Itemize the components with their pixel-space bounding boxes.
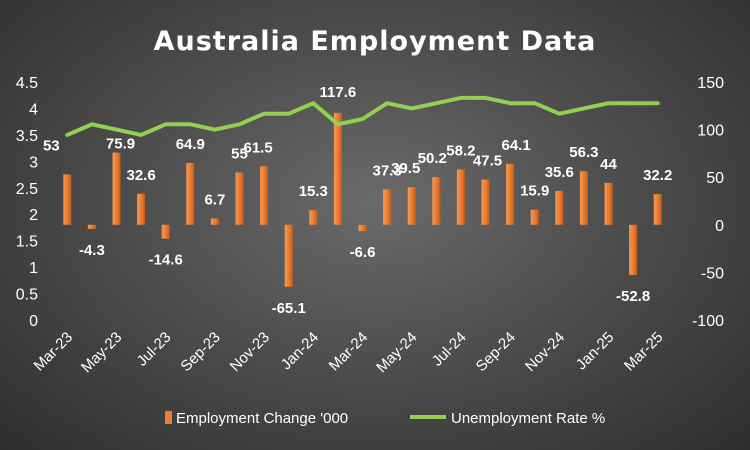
bar (506, 163, 515, 225)
left-tick-label: 2.5 (16, 181, 38, 198)
right-tick-label: -50 (701, 265, 724, 282)
bar (112, 152, 121, 225)
left-tick-label: 1.5 (16, 234, 38, 251)
x-tick-label: Jan-24 (278, 329, 322, 373)
bar-series (63, 112, 662, 287)
right-axis: -100 -50 0 50 100 150 (692, 75, 724, 330)
bar (309, 210, 318, 225)
bar (481, 179, 490, 225)
bar-data-label: -14.6 (149, 252, 183, 269)
bar (137, 193, 146, 225)
x-tick-label: Jul-24 (429, 329, 470, 370)
bar (284, 224, 293, 287)
right-tick-label: 0 (715, 218, 724, 235)
x-axis: Mar-23 May-23 Jul-23 Sep-23 Nov-23 Jan-24 Mar-… (31, 329, 667, 376)
bar-data-label: 47.5 (473, 153, 502, 170)
legend-label-bar: Employment Change '000 (176, 410, 348, 427)
x-tick-label: May-24 (373, 329, 420, 376)
bar (383, 189, 392, 225)
left-axis: 0 0.5 1 1.5 2 2.5 3 3.5 4 4.5 (16, 75, 38, 330)
bar (63, 174, 72, 225)
x-tick-label: May-23 (78, 329, 125, 376)
bar-data-label: 64.1 (501, 137, 530, 154)
bar (186, 163, 195, 225)
legend: Employment Change '000 Unemployment Rate… (165, 410, 605, 427)
left-tick-label: 4.5 (16, 75, 38, 92)
chart-title: Australia Employment Data (154, 26, 597, 57)
bar (530, 209, 539, 225)
bar (235, 172, 244, 225)
x-tick-label: Sep-23 (178, 329, 224, 375)
bar-data-label: -65.1 (272, 300, 306, 317)
line-series (65, 95, 660, 137)
bar (456, 169, 465, 225)
bar (629, 224, 638, 276)
bar (260, 166, 269, 225)
bar (358, 224, 367, 232)
bar-data-label: -6.6 (350, 244, 376, 261)
x-tick-label: Nov-24 (522, 329, 568, 375)
x-tick-label: Sep-24 (473, 329, 519, 375)
legend-swatch-bar (165, 411, 172, 424)
right-tick-label: -100 (692, 313, 724, 330)
bar (604, 182, 613, 225)
left-tick-label: 0 (29, 313, 38, 330)
bar-data-label: 35.6 (545, 164, 574, 181)
bar-data-label: -4.3 (79, 242, 105, 259)
x-tick-label: Nov-23 (227, 329, 273, 375)
bar-data-label: 64.9 (176, 136, 205, 153)
bar-data-label: 32.6 (126, 167, 155, 184)
right-tick-label: 100 (697, 123, 724, 140)
bar-data-label: 117.6 (320, 84, 357, 101)
left-tick-label: 2 (29, 207, 38, 224)
right-tick-label: 50 (706, 170, 724, 187)
x-tick-label: Mar-25 (621, 329, 667, 375)
bar (210, 218, 219, 225)
bar-data-label: -52.8 (616, 288, 650, 305)
bar-data-label: 56.3 (569, 144, 598, 161)
bar-data-label: 61.5 (243, 139, 272, 156)
bar (333, 112, 342, 225)
bar (579, 171, 588, 225)
left-tick-label: 1 (29, 260, 38, 277)
bar-data-label: 6.7 (204, 191, 225, 208)
bar-data-label: 15.9 (520, 183, 549, 200)
bar-data-label: 55 (231, 145, 248, 162)
bar (161, 224, 170, 239)
bar (87, 224, 96, 229)
bar (653, 194, 662, 225)
bar-data-label: 75.9 (106, 136, 135, 153)
bar (407, 187, 416, 225)
bar-data-label: 53 (43, 137, 60, 154)
bar-data-label: 39.5 (391, 160, 420, 177)
right-tick-label: 150 (697, 75, 724, 92)
unemployment-line (65, 95, 660, 137)
bar-data-label: 32.2 (643, 167, 672, 184)
x-tick-label: Jul-23 (134, 329, 175, 370)
bar (555, 190, 564, 225)
x-tick-label: Jan-25 (573, 329, 617, 373)
left-tick-label: 0.5 (16, 287, 38, 304)
left-tick-label: 4 (29, 101, 38, 118)
bar (432, 177, 441, 225)
bar-data-label: 50.2 (418, 150, 447, 167)
left-tick-label: 3 (29, 154, 38, 171)
left-tick-label: 3.5 (16, 128, 38, 145)
bar-data-label: 58.2 (446, 142, 475, 159)
bar-data-label: 37.3 (372, 162, 401, 179)
x-tick-label: Mar-24 (326, 329, 372, 375)
x-tick-label: Mar-23 (31, 329, 77, 375)
legend-label-line: Unemployment Rate % (451, 410, 605, 427)
bar-data-label: 44 (600, 156, 617, 173)
bar-data-label: 15.3 (299, 183, 328, 200)
